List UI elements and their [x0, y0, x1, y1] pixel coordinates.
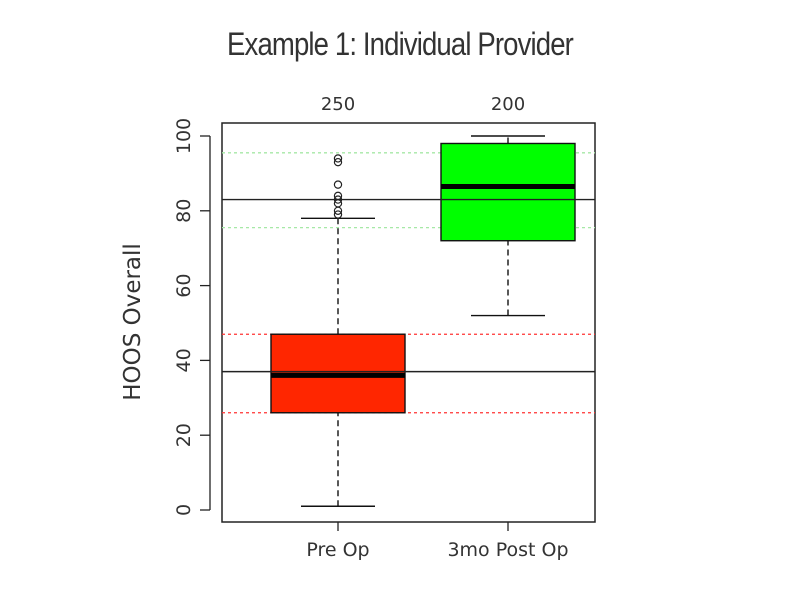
box-1 [270, 154, 406, 507]
count-label: 200 [491, 94, 525, 115]
y-tick-label: 20 [173, 423, 195, 447]
x-axis: Pre Op 250 3mo Post Op 200 [306, 94, 568, 561]
y-axis: 0 20 40 60 80 100 [173, 118, 211, 516]
plot-frame [221, 122, 596, 523]
x-tick-label: 3mo Post Op [447, 539, 568, 561]
y-tick-label: 100 [173, 118, 195, 154]
plot-border [221, 122, 596, 523]
outlier-point [333, 180, 343, 189]
x-tick-label: Pre Op [306, 539, 369, 561]
y-tick-label: 0 [173, 504, 195, 516]
box-2 [440, 135, 576, 317]
y-tick-label: 60 [173, 274, 195, 298]
outlier-point [333, 154, 343, 163]
y-axis-title: HOOS Overall [120, 243, 146, 401]
count-label: 250 [321, 94, 355, 115]
boxes [222, 135, 595, 507]
iqr-box [440, 142, 576, 242]
y-tick-label: 40 [173, 348, 195, 372]
outlier-point [333, 157, 343, 167]
outlier-point [333, 210, 343, 219]
chart-title: Example 1: Individual Provider [227, 26, 574, 62]
y-tick-label: 80 [173, 199, 195, 223]
